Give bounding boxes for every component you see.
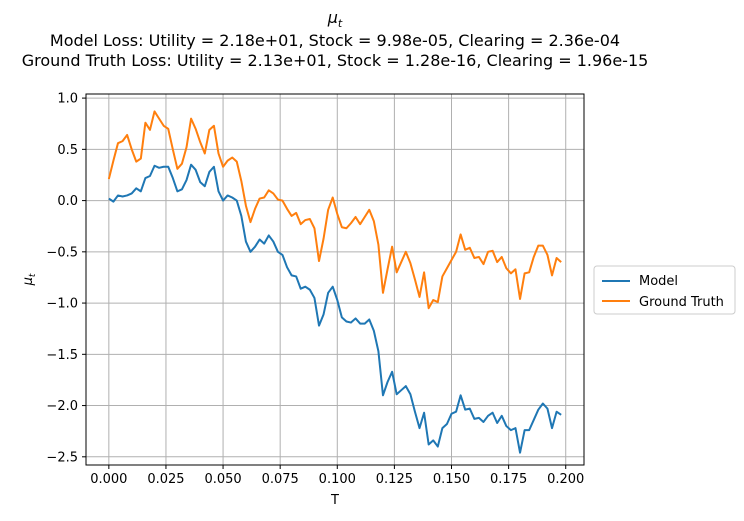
y-tick-label: −1.5 — [46, 348, 78, 363]
y-tick-label: −1.0 — [46, 297, 78, 312]
x-tick-label: 0.050 — [204, 472, 241, 487]
series-line-ground-truth — [107, 110, 562, 310]
title-line-3: Ground Truth Loss: Utility = 2.13e+01, S… — [22, 51, 649, 70]
series-layer — [107, 110, 562, 454]
y-tick-label: 1.0 — [57, 92, 78, 107]
x-tick-label: 0.075 — [262, 472, 299, 487]
x-tick-label: 0.000 — [90, 472, 127, 487]
chart-title: μt Model Loss: Utility = 2.18e+01, Stock… — [22, 8, 649, 70]
title-line-2: Model Loss: Utility = 2.18e+01, Stock = … — [50, 31, 620, 50]
y-tick-label: −2.0 — [46, 399, 78, 414]
x-axis-label: T — [330, 493, 339, 508]
x-tick-label: 0.200 — [547, 472, 584, 487]
legend: Model Ground Truth — [593, 265, 736, 315]
y-axis-label: μt — [21, 273, 38, 286]
x-tick-label: 0.150 — [433, 472, 470, 487]
plot-area — [85, 93, 585, 466]
y-tick-label: 0.0 — [57, 194, 78, 209]
y-tick-label: −0.5 — [46, 245, 78, 260]
x-tick-label: 0.100 — [319, 472, 356, 487]
legend-label-model: Model — [639, 274, 678, 289]
ticks: 0.000 0.025 0.050 0.075 0.100 0.125 0.150 0.175… — [46, 92, 584, 487]
x-tick-label: 0.125 — [376, 472, 413, 487]
x-tick-label: 0.175 — [490, 472, 527, 487]
y-tick-label: −2.5 — [46, 450, 78, 465]
y-tick-label: 0.5 — [57, 143, 78, 158]
legend-label-ground-truth: Ground Truth — [639, 295, 724, 310]
title-line-1: μt — [327, 8, 343, 30]
grid — [86, 94, 584, 465]
x-tick-label: 0.025 — [147, 472, 184, 487]
series-line-model — [108, 163, 562, 454]
